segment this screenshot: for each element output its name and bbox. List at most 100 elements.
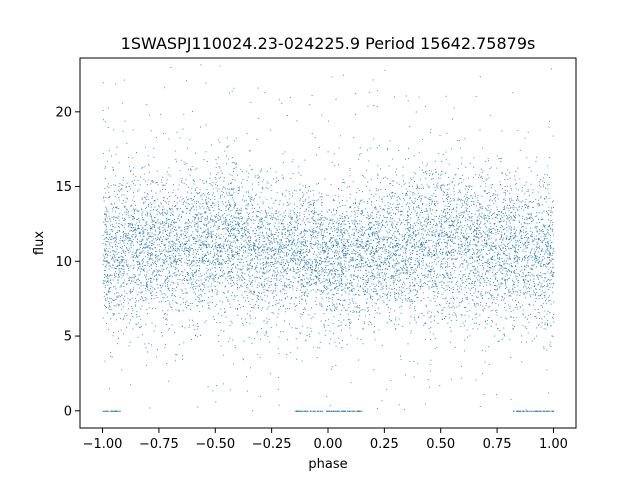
data-point	[365, 251, 367, 253]
data-point	[475, 317, 477, 318]
data-point	[511, 239, 513, 241]
data-point	[510, 187, 512, 189]
data-point	[228, 158, 230, 160]
data-point	[303, 239, 305, 240]
data-point	[113, 313, 115, 315]
data-point	[409, 202, 411, 204]
data-point	[213, 275, 215, 277]
data-point	[276, 177, 278, 179]
data-point	[390, 320, 392, 322]
data-point	[226, 147, 228, 149]
data-point	[227, 223, 229, 225]
data-point	[516, 199, 517, 201]
data-point	[297, 225, 299, 227]
data-point	[294, 245, 296, 247]
data-point	[261, 282, 263, 284]
data-point	[371, 259, 372, 261]
data-point	[189, 265, 191, 267]
data-point	[155, 237, 156, 239]
data-point	[188, 236, 190, 238]
data-point	[113, 184, 115, 186]
data-point	[393, 232, 395, 234]
data-point	[170, 261, 172, 263]
data-point	[137, 227, 139, 229]
data-point	[154, 325, 156, 327]
data-point	[255, 265, 257, 267]
data-point	[258, 176, 260, 178]
data-point	[409, 126, 411, 128]
data-point	[446, 220, 447, 221]
data-point	[306, 289, 308, 291]
data-point	[419, 286, 421, 287]
data-point	[306, 192, 308, 194]
data-point	[296, 255, 298, 257]
data-point	[262, 286, 264, 288]
data-point	[542, 250, 544, 252]
data-point	[393, 180, 395, 182]
data-point	[124, 235, 126, 237]
data-point	[187, 247, 189, 249]
data-point	[189, 249, 191, 251]
data-point	[480, 248, 482, 250]
data-point	[125, 261, 127, 263]
data-point	[206, 267, 208, 269]
data-point	[409, 285, 411, 287]
data-point	[486, 210, 488, 212]
data-point	[343, 241, 345, 243]
data-point	[270, 269, 272, 271]
data-point	[323, 326, 325, 328]
data-point	[383, 279, 385, 280]
data-point	[452, 118, 454, 120]
data-point	[125, 214, 127, 216]
data-point	[371, 323, 373, 325]
data-point	[280, 247, 282, 249]
data-point	[422, 251, 424, 252]
data-point	[312, 261, 314, 262]
data-point	[506, 223, 507, 225]
data-point	[127, 223, 129, 224]
data-point	[334, 256, 335, 257]
data-point	[457, 288, 459, 290]
data-point	[536, 215, 538, 217]
data-point	[357, 238, 359, 240]
data-point	[129, 224, 131, 226]
data-point	[273, 277, 275, 279]
data-point	[323, 313, 325, 315]
data-point	[234, 228, 236, 230]
data-point	[172, 240, 174, 242]
data-point	[374, 310, 376, 311]
data-point	[508, 264, 510, 266]
data-point	[218, 246, 220, 248]
data-point	[316, 245, 318, 247]
data-point	[458, 216, 460, 218]
data-point	[362, 290, 364, 292]
data-point	[209, 261, 211, 263]
data-point	[284, 215, 286, 217]
data-point	[299, 270, 301, 272]
data-point	[457, 168, 459, 169]
data-point	[535, 261, 537, 263]
data-point	[260, 296, 262, 298]
data-point	[147, 257, 149, 259]
data-point	[207, 265, 209, 266]
data-point	[441, 266, 443, 267]
data-point	[215, 166, 217, 168]
data-point	[390, 218, 392, 220]
data-point	[310, 327, 312, 329]
data-point	[466, 242, 468, 244]
data-point	[419, 207, 421, 209]
data-point	[307, 269, 308, 271]
data-point	[466, 298, 468, 300]
data-point	[273, 254, 275, 256]
data-point	[375, 245, 377, 247]
data-point	[436, 200, 438, 202]
data-point	[335, 210, 337, 212]
data-point	[132, 289, 134, 291]
data-point	[269, 248, 271, 250]
data-point	[427, 222, 429, 223]
data-point	[544, 285, 545, 287]
data-point	[276, 219, 278, 221]
data-point	[380, 237, 382, 239]
data-point	[193, 251, 195, 253]
data-point	[360, 246, 362, 248]
